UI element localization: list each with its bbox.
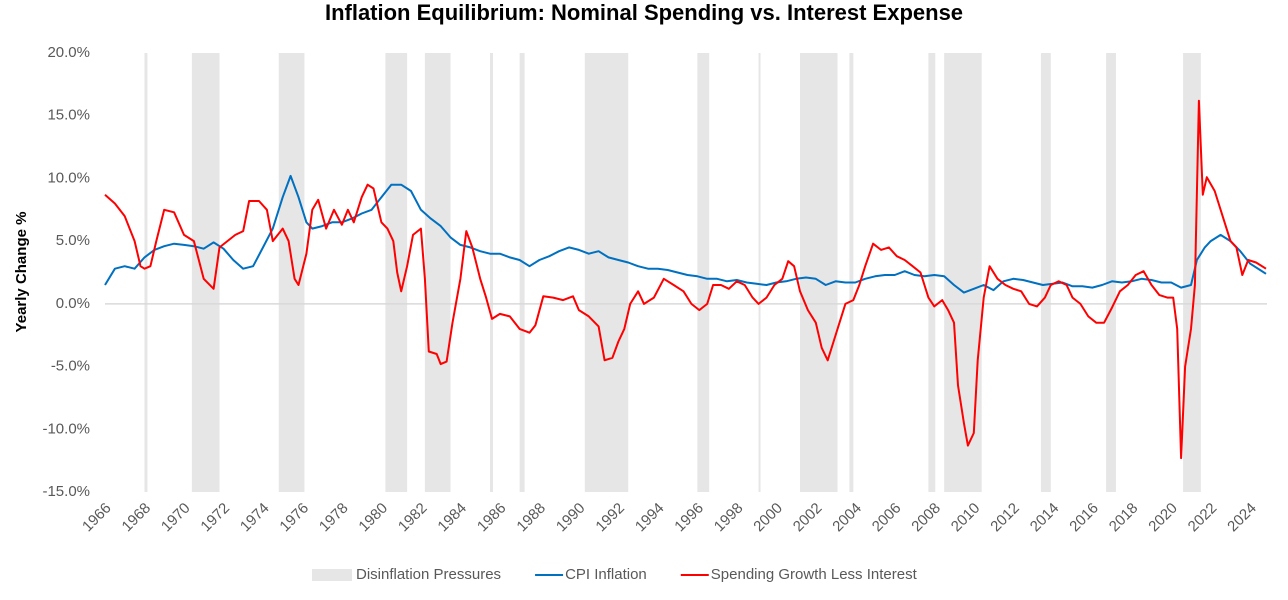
x-tick-label: 1982 — [395, 500, 431, 536]
y-tick-label: 5.0% — [56, 232, 90, 249]
shaded-region — [800, 53, 838, 492]
y-tick-label: -5.0% — [51, 358, 90, 375]
x-tick-label: 2022 — [1185, 500, 1221, 536]
shaded-region — [278, 53, 305, 492]
x-tick-label: 2002 — [790, 500, 826, 536]
x-tick-label: 1990 — [553, 500, 589, 536]
shaded-region — [584, 53, 629, 492]
legend-swatch — [312, 569, 352, 581]
x-tick-label: 2004 — [829, 500, 865, 536]
legend-label: Spending Growth Less Interest — [711, 566, 918, 583]
x-tick-label: 1978 — [316, 500, 352, 536]
x-tick-label: 2006 — [869, 500, 905, 536]
x-tick-label: 2014 — [1027, 500, 1063, 536]
y-tick-label: 15.0% — [47, 107, 90, 124]
x-tick-label: 1970 — [158, 500, 194, 536]
x-tick-label: 1988 — [513, 500, 549, 536]
legend-label: Disinflation Pressures — [356, 566, 501, 583]
shaded-region — [758, 53, 761, 492]
shaded-region — [849, 53, 854, 492]
y-tick-label: -15.0% — [42, 483, 90, 500]
x-tick-label: 2010 — [948, 500, 984, 536]
x-tick-label: 2000 — [750, 500, 786, 536]
y-tick-label: 0.0% — [56, 295, 90, 312]
legend-label: CPI Inflation — [565, 566, 647, 583]
chart-title: Inflation Equilibrium: Nominal Spending … — [325, 0, 963, 25]
x-tick-label: 1980 — [355, 500, 391, 536]
x-tick-label: 1986 — [474, 500, 510, 536]
x-tick-label: 1984 — [434, 500, 470, 536]
x-tick-label: 1968 — [119, 500, 155, 536]
x-tick-label: 1976 — [276, 500, 312, 536]
x-tick-label: 1974 — [237, 500, 273, 536]
x-tick-label: 1966 — [79, 500, 115, 536]
x-tick-label: 2018 — [1106, 500, 1142, 536]
y-axis-label: Yearly Change % — [13, 212, 30, 333]
y-tick-label: 10.0% — [47, 169, 90, 186]
x-tick-label: 2020 — [1145, 500, 1181, 536]
x-tick-label: 1996 — [671, 500, 707, 536]
shaded-region — [490, 53, 493, 492]
shaded-region — [424, 53, 451, 492]
shaded-region — [944, 53, 982, 492]
x-tick-label: 2012 — [987, 500, 1023, 536]
shaded-region — [928, 53, 936, 492]
y-tick-label: 20.0% — [47, 44, 90, 61]
x-tick-label: 2024 — [1224, 500, 1260, 536]
shaded-region — [697, 53, 710, 492]
x-tick-label: 1994 — [632, 500, 668, 536]
x-tick-label: 1998 — [711, 500, 747, 536]
shaded-region — [144, 53, 148, 492]
series-line — [104, 174, 1267, 294]
series-line — [104, 99, 1267, 460]
y-tick-label: -10.0% — [42, 420, 90, 437]
shaded-region — [1040, 53, 1051, 492]
x-tick-label: 1992 — [592, 500, 628, 536]
x-tick-label: 2016 — [1066, 500, 1102, 536]
shaded-region — [1183, 53, 1201, 492]
x-tick-label: 1972 — [197, 500, 233, 536]
shaded-region — [519, 53, 525, 492]
shaded-region — [1106, 53, 1116, 492]
x-tick-label: 2008 — [908, 500, 944, 536]
